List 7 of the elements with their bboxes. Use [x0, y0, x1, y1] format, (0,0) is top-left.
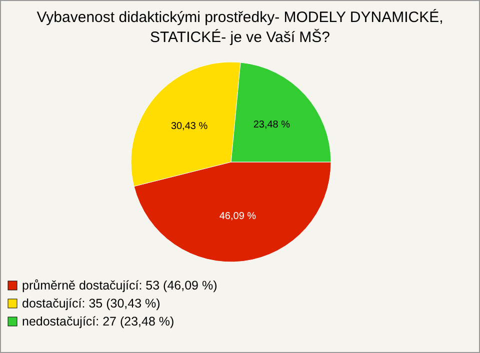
data-label: 30,43 % — [170, 120, 208, 132]
data-label: 46,09 % — [219, 211, 256, 222]
data-label: 23,48 % — [253, 120, 290, 131]
chart-title: Vybavenost didaktickými prostředky- MODELY DYNAMICKÉ, STATICKÉ- je ve Vaší MŠ? — [36, 8, 444, 46]
legend-label: průměrně dostačující: 53 (46,09 %) — [22, 278, 218, 292]
legend-label: dostačující: 35 (30,43 %) — [22, 296, 160, 310]
legend-label: nedostačující: 27 (23,48 %) — [22, 314, 174, 328]
